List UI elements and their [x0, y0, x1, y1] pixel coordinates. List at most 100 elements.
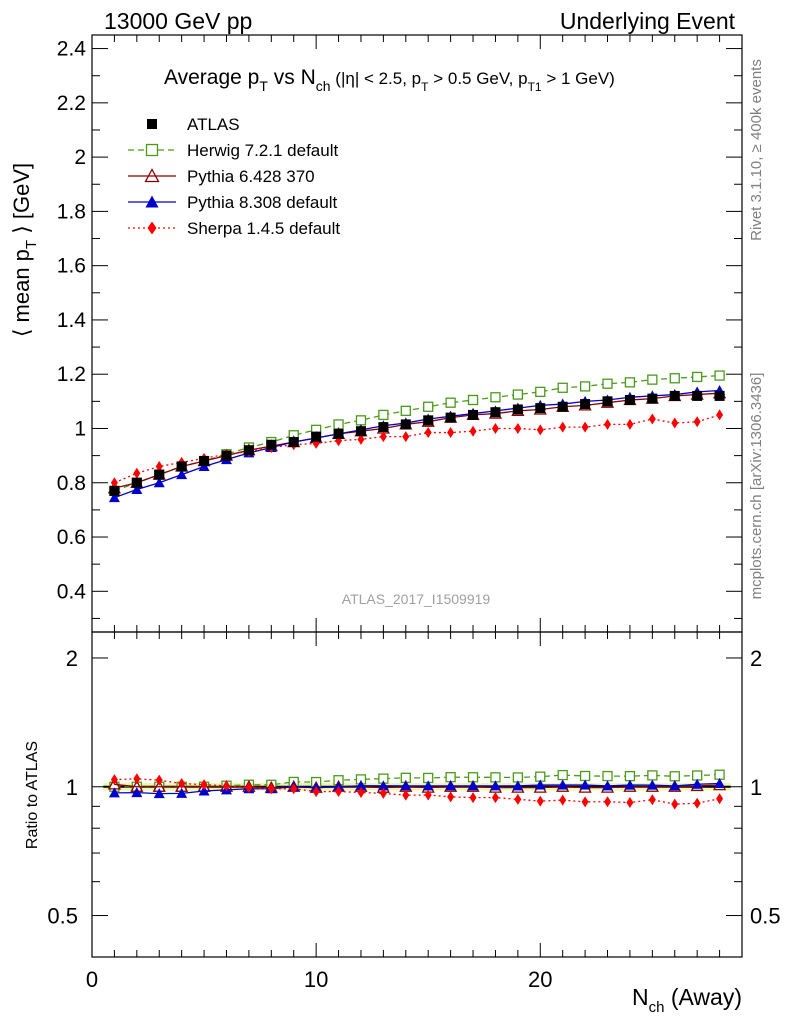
legend-label: Herwig 7.2.1 default [187, 141, 338, 160]
data-point [355, 415, 367, 426]
ratio-point [647, 770, 658, 781]
ratio-series-line [114, 778, 720, 805]
data-point [557, 382, 568, 393]
data-point [400, 419, 411, 430]
ratio-point [178, 778, 186, 790]
data-point [333, 428, 344, 439]
data-point [467, 394, 479, 406]
legend-label: Pythia 6.428 370 [187, 167, 315, 186]
legend-marker [147, 221, 157, 235]
data-point [490, 392, 501, 403]
series-atlas [109, 390, 725, 496]
ratio-series-sherpa-1-4-5-default [110, 773, 724, 810]
data-point [581, 421, 589, 433]
data-point [243, 445, 254, 456]
data-point [445, 397, 456, 408]
data-point [221, 450, 232, 461]
ratio-point [624, 770, 636, 782]
ratio-point [648, 794, 656, 806]
ratio-point [267, 783, 275, 795]
ratio-point [626, 797, 634, 809]
data-point [133, 467, 141, 479]
y-tick-label: 0.6 [57, 526, 86, 549]
data-point [604, 418, 612, 430]
data-point [648, 413, 656, 425]
ratio-point [557, 769, 568, 781]
ratio-series [103, 769, 731, 810]
rivet-version-label: Rivet 3.1.10, ≥ 400k events [748, 59, 765, 241]
ratio-point [512, 780, 524, 791]
data-point [535, 386, 546, 397]
data-point [355, 426, 366, 437]
data-point [199, 456, 210, 467]
data-point [692, 390, 703, 401]
data-point [490, 407, 501, 418]
ratio-point [671, 798, 679, 810]
series-line [114, 414, 720, 484]
data-point [266, 439, 277, 450]
legend-marker [145, 143, 159, 157]
ratio-plot-frame [91, 631, 743, 958]
ratio-point [692, 770, 703, 781]
ratio-point [579, 770, 591, 782]
ratio-tick-label-right: 1 [750, 775, 762, 800]
data-point [626, 418, 634, 430]
ratio-point [422, 780, 434, 791]
ratio-point [131, 787, 143, 798]
ratio-point [402, 789, 410, 801]
ratio-point [602, 780, 614, 791]
ratio-point [200, 779, 208, 791]
data-point [714, 390, 725, 401]
ratio-point [691, 778, 703, 789]
ratio-series-pythia-8-308-default [108, 777, 726, 799]
legend-entry: Pythia 6.428 370 [128, 167, 315, 186]
legend-label: Pythia 8.308 default [187, 193, 338, 212]
data-point [153, 477, 165, 488]
ratio-point [669, 780, 681, 791]
mcplots-label: mcplots.cern.ch [arXiv:1306.3436] [748, 373, 765, 600]
axis-ticks: 0 10 20 0.4 0.6 0.8 1 1.2 1.4 1.6 1.8 2 2.2 2.4 0.5 0.5… [47, 35, 781, 992]
ratio-point [714, 769, 725, 780]
y-tick-label: 2.4 [57, 38, 87, 61]
ratio-point [624, 779, 636, 790]
data-point [288, 437, 299, 448]
data-point [557, 401, 568, 412]
analysis-watermark: ATLAS_2017_I1509919 [342, 591, 491, 607]
data-point [379, 431, 387, 443]
data-point [400, 405, 411, 416]
ratio-point [693, 797, 701, 809]
ratio-point [155, 774, 163, 786]
legend-entry: ATLAS [147, 115, 240, 134]
data-point [469, 425, 477, 437]
data-point [512, 404, 523, 415]
ratio-point [153, 788, 165, 799]
data-point [716, 409, 724, 421]
ratio-point [536, 795, 544, 807]
data-point [647, 374, 658, 385]
data-point [378, 422, 389, 433]
data-point [155, 460, 163, 472]
legend-label: ATLAS [187, 115, 240, 134]
y-tick-label: 1.4 [57, 309, 87, 332]
data-point [536, 424, 544, 436]
header-left: 13000 GeV pp [104, 8, 252, 34]
legend-marker [145, 195, 159, 208]
legend-entry: Sherpa 1.4.5 default [128, 219, 340, 238]
data-point [624, 394, 635, 405]
x-tick-label: 0 [86, 967, 98, 992]
data-point [514, 422, 522, 434]
series-line [114, 392, 720, 489]
ratio-point [514, 793, 522, 805]
ratio-point [489, 780, 501, 791]
ratio-point [716, 793, 724, 805]
y-tick-label: 1.8 [57, 200, 86, 223]
ratio-point [646, 779, 658, 790]
ratio-point [176, 787, 188, 798]
data-point [423, 401, 434, 412]
y-tick-label: 0.8 [57, 472, 86, 495]
legend-marker [144, 168, 160, 183]
data-point [669, 373, 680, 384]
ratio-point [198, 785, 210, 796]
y-axis-label: ⟨ mean pT ⟩ [GeV] [9, 163, 40, 337]
ratio-point [714, 777, 726, 788]
